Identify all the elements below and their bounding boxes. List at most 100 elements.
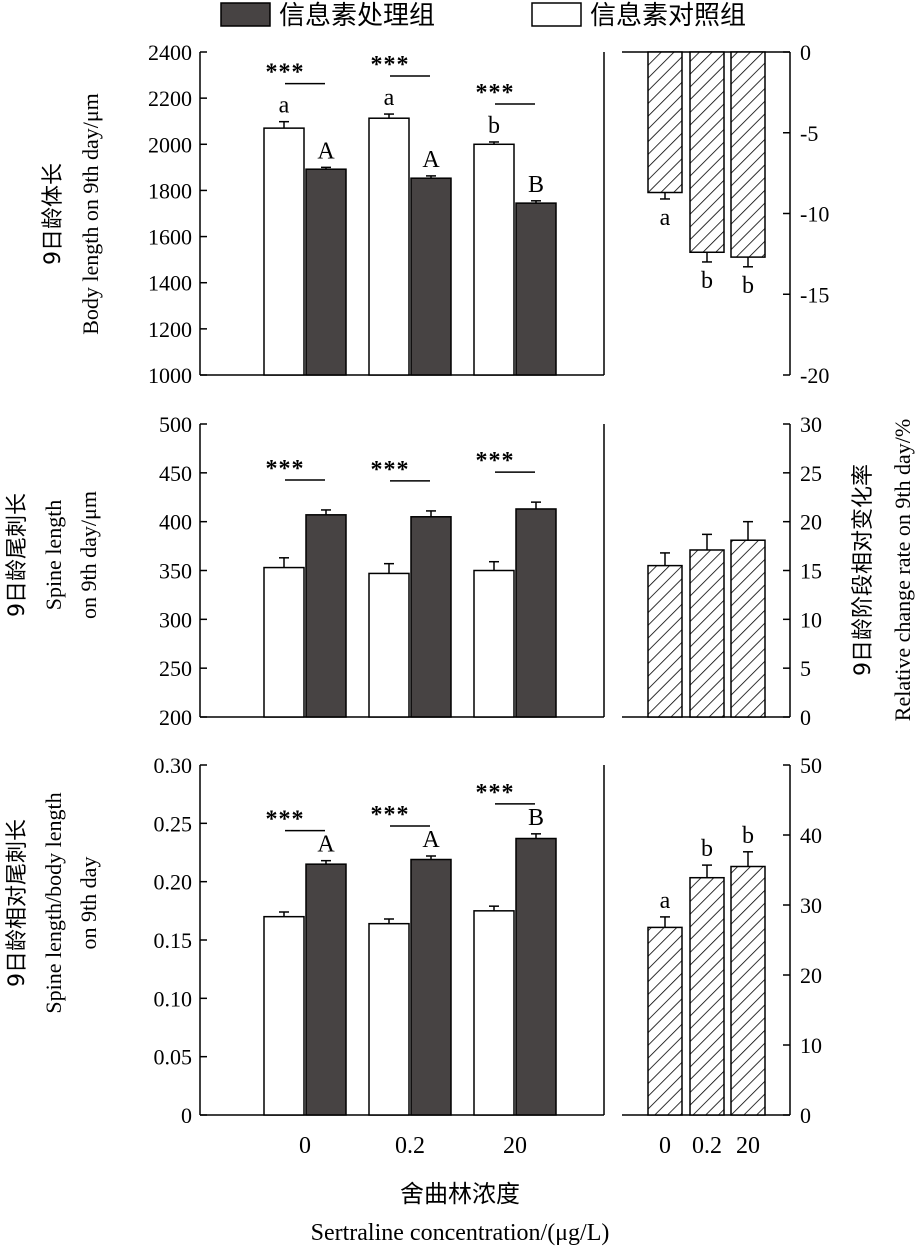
- y-title-spine-length-cn: 9日龄尾刺长: [5, 493, 30, 617]
- y-title-body-length-cn: 9日龄体长: [41, 163, 66, 265]
- bar-control: [368, 922, 410, 1116]
- bar-relative-change: [647, 564, 683, 718]
- y-title-right: 9日龄阶段相对变化率 Relative change rate on 9th d…: [851, 419, 915, 721]
- bar-control: [263, 127, 305, 376]
- y-tick-label-right: 40: [800, 823, 822, 848]
- y-title-relative-spine-en1: Spine length/body length: [41, 792, 66, 1013]
- bar-control: [473, 143, 515, 376]
- bar-control: [473, 910, 515, 1116]
- y-tick-label: 0.30: [154, 753, 193, 778]
- y-title-right-cn: 9日龄阶段相对变化率: [851, 464, 876, 676]
- y-tick-label-right: -10: [800, 202, 829, 227]
- legend-swatch-treated: [220, 2, 271, 27]
- y-tick-label: 450: [159, 461, 192, 486]
- legend-label-treated: 信息素处理组: [279, 1, 435, 31]
- bar-relative-change: [730, 539, 766, 718]
- y-tick-label-right: 30: [800, 412, 822, 437]
- sig-letter-treated: A: [317, 832, 335, 858]
- y-tick-label-right: 10: [800, 607, 822, 632]
- sig-letter-control: a: [384, 85, 395, 111]
- panel-bottom-right: 0 10 20 30 40 50 a 0 b 0.2 b 20: [622, 753, 822, 1159]
- sig-letter: b: [701, 836, 713, 862]
- y-tick-label-right: 50: [800, 753, 822, 778]
- sig-letter-treated: A: [422, 827, 440, 853]
- bar-treated: [305, 514, 347, 718]
- y-tick-label-right: 5: [800, 656, 811, 681]
- bar-control: [263, 566, 305, 718]
- x-title-cn: 舍曲林浓度: [400, 1180, 520, 1208]
- y-tick-label: 2400: [148, 40, 192, 65]
- bar-relative-change: [689, 876, 725, 1116]
- bar-relative-change: [647, 51, 683, 194]
- y-tick-label-right: 20: [800, 510, 822, 535]
- y-tick-label-right: 25: [800, 461, 822, 486]
- sig-stars: ***: [476, 80, 515, 106]
- x-title-en: Sertraline concentration/(μg/L): [311, 1220, 610, 1246]
- bar-relative-change: [730, 51, 766, 258]
- y-title-spine-length: 9日龄尾刺长 Spine length on 9th day/μm: [5, 491, 101, 619]
- y-title-relative-spine-cn: 9日龄相对尾刺长: [5, 819, 30, 987]
- y-tick-label: 0: [181, 1103, 192, 1128]
- panels: 10001200140016001800200022002400aA***aA*…: [148, 40, 829, 1159]
- x-tick-label: 0: [299, 1133, 311, 1159]
- sig-letter-treated: B: [528, 172, 544, 198]
- y-tick-label: 1600: [148, 225, 192, 250]
- legend-swatch-control: [531, 2, 582, 27]
- y-title-spine-length-en1: Spine length: [41, 500, 66, 611]
- y-tick-label: 2000: [148, 132, 192, 157]
- y-tick-label: 2200: [148, 86, 192, 111]
- legend-label-control: 信息素对照组: [590, 1, 746, 31]
- y-tick-label: 1000: [148, 363, 192, 388]
- sig-letter-control: a: [279, 93, 290, 119]
- y-tick-label-right: 15: [800, 559, 822, 584]
- y-tick-label: 1400: [148, 271, 192, 296]
- y-tick-label: 0.15: [154, 928, 193, 953]
- sig-stars: ***: [266, 60, 305, 86]
- x-tick-label: 20: [736, 1133, 760, 1159]
- sig-stars: ***: [476, 780, 515, 806]
- sig-letter: b: [742, 273, 754, 299]
- sig-letter-control: b: [488, 113, 500, 139]
- y-tick-label: 250: [159, 656, 192, 681]
- bar-relative-change: [689, 51, 725, 254]
- y-tick-label: 200: [159, 705, 192, 730]
- y-title-body-length-en: Body length on 9th day/μm: [78, 93, 103, 335]
- bar-treated: [410, 858, 452, 1116]
- y-tick-label: 0.25: [154, 811, 193, 836]
- y-tick-label-right: 0: [800, 705, 811, 730]
- panel-middle-left: 200 250 300 350 400 450 500 *** *** ***: [159, 412, 605, 730]
- sig-stars: ***: [371, 457, 410, 483]
- y-tick-label: 1200: [148, 317, 192, 342]
- y-tick-label-right: 0: [800, 1103, 811, 1128]
- y-title-spine-length-en2: on 9th day/μm: [76, 491, 101, 619]
- sig-stars: ***: [266, 807, 305, 833]
- legend: 信息素处理组 信息素对照组: [220, 1, 746, 31]
- bar-treated: [410, 516, 452, 718]
- y-tick-label: 0.10: [154, 986, 193, 1011]
- y-tick-label-right: 20: [800, 963, 822, 988]
- bar-relative-change: [689, 549, 725, 718]
- y-tick-label-right: -20: [800, 363, 829, 388]
- bar-treated: [305, 863, 347, 1116]
- bar-treated: [515, 837, 557, 1116]
- y-tick-label-right: 10: [800, 1033, 822, 1058]
- bar-treated: [410, 177, 452, 376]
- bar-control: [263, 915, 305, 1116]
- x-tick-label: 20: [503, 1133, 527, 1159]
- y-tick-label: 500: [159, 412, 192, 437]
- bar-relative-change: [647, 926, 683, 1116]
- x-tick-label: 0.2: [692, 1133, 722, 1159]
- panel-bottom-left: 0 0.05 0.10 0.15 0.20 0.25 0.30 A *** 0 A *** 0.2 B **…: [154, 753, 605, 1159]
- sig-stars: ***: [371, 52, 410, 78]
- y-title-body-length: 9日龄体长 Body length on 9th day/μm: [41, 93, 103, 335]
- y-tick-label: 350: [159, 559, 192, 584]
- y-tick-label-right: 0: [800, 40, 811, 65]
- x-tick-label: 0.2: [395, 1133, 425, 1159]
- bar-control: [473, 569, 515, 718]
- sig-letter: b: [742, 823, 754, 849]
- bar-control: [368, 117, 410, 376]
- bar-treated: [515, 202, 557, 376]
- bar-control: [368, 572, 410, 718]
- sig-letter: b: [701, 268, 713, 294]
